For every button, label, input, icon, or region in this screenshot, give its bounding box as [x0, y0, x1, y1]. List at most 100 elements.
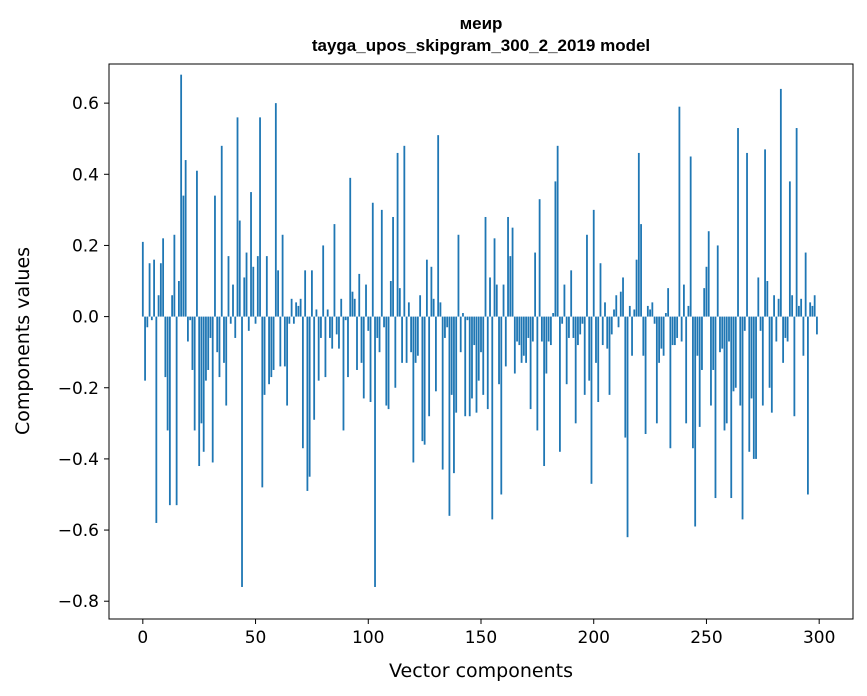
bar — [683, 284, 685, 317]
bar — [304, 270, 307, 317]
bar — [338, 316, 340, 349]
bar — [768, 316, 771, 388]
bar — [581, 316, 584, 324]
y-tick-label: −0.6 — [58, 521, 99, 541]
bar — [347, 316, 349, 378]
bar — [761, 316, 764, 406]
bar — [714, 316, 717, 499]
bar — [583, 316, 586, 395]
bar — [651, 302, 654, 317]
bar — [177, 281, 180, 317]
bar — [572, 316, 575, 338]
bar — [306, 316, 309, 491]
bar — [698, 316, 701, 427]
bar — [250, 192, 252, 317]
bar — [254, 316, 257, 324]
bar — [200, 316, 203, 424]
bar — [507, 216, 509, 317]
bar — [412, 316, 415, 463]
bar — [667, 288, 670, 317]
bar — [362, 316, 365, 399]
bar — [374, 316, 376, 587]
bar — [746, 152, 748, 317]
bar — [626, 316, 629, 538]
bar — [525, 316, 527, 363]
bar — [692, 316, 694, 449]
bar — [274, 103, 277, 317]
bar — [662, 316, 665, 356]
bar — [538, 199, 541, 317]
bar — [477, 316, 480, 381]
x-axis: 0 50 100 150 200 250 300 — [137, 619, 835, 648]
bar — [599, 263, 602, 317]
bar — [329, 316, 331, 338]
bar — [141, 241, 144, 317]
bar — [462, 313, 464, 317]
bar — [570, 270, 573, 317]
bar — [295, 302, 298, 317]
bar — [308, 316, 311, 477]
bar — [793, 316, 796, 417]
bar — [401, 316, 403, 363]
bar — [286, 316, 289, 406]
bar — [493, 238, 496, 317]
bar — [588, 316, 591, 381]
bar — [211, 316, 214, 463]
bar — [628, 305, 631, 317]
bar — [376, 316, 379, 338]
bar — [613, 309, 615, 317]
bar — [617, 316, 620, 328]
bar — [261, 316, 264, 488]
bar — [816, 316, 818, 335]
bar — [416, 316, 419, 356]
bar — [669, 316, 672, 449]
bar — [653, 316, 656, 324]
bar — [655, 316, 658, 424]
bar — [646, 305, 649, 317]
bar — [315, 309, 318, 317]
bar — [678, 106, 681, 317]
bar — [527, 316, 530, 338]
y-tick-label: 0.4 — [72, 165, 99, 185]
bar — [270, 316, 273, 378]
bar — [450, 316, 453, 395]
bar — [577, 316, 579, 346]
bar — [509, 256, 512, 317]
bar — [547, 316, 550, 342]
y-tick-label: −0.4 — [58, 450, 99, 470]
bar — [752, 316, 755, 459]
x-tick-label: 200 — [578, 628, 610, 648]
bar — [446, 316, 449, 328]
bar — [421, 316, 424, 442]
bar — [464, 316, 467, 417]
bar — [565, 316, 568, 385]
bar — [468, 316, 471, 417]
bar — [356, 316, 358, 370]
bar — [755, 316, 757, 459]
bar — [191, 316, 194, 370]
bar — [423, 316, 426, 445]
bar — [184, 160, 187, 317]
bar — [707, 231, 710, 317]
bar — [676, 316, 679, 338]
bar — [349, 177, 352, 317]
bar — [265, 256, 268, 317]
bar — [633, 309, 636, 317]
bar — [146, 316, 149, 328]
bar — [394, 316, 397, 388]
bar — [166, 316, 169, 431]
bar — [807, 316, 809, 495]
bar — [750, 316, 753, 399]
bar — [619, 291, 622, 317]
bar — [511, 227, 514, 317]
bar — [721, 316, 724, 349]
bar — [247, 316, 250, 331]
bar — [243, 277, 246, 317]
bar — [396, 152, 399, 317]
bar — [770, 316, 773, 413]
bar — [568, 316, 570, 338]
y-tick-label: −0.8 — [58, 592, 99, 612]
bar — [466, 316, 469, 321]
bar — [685, 316, 688, 424]
